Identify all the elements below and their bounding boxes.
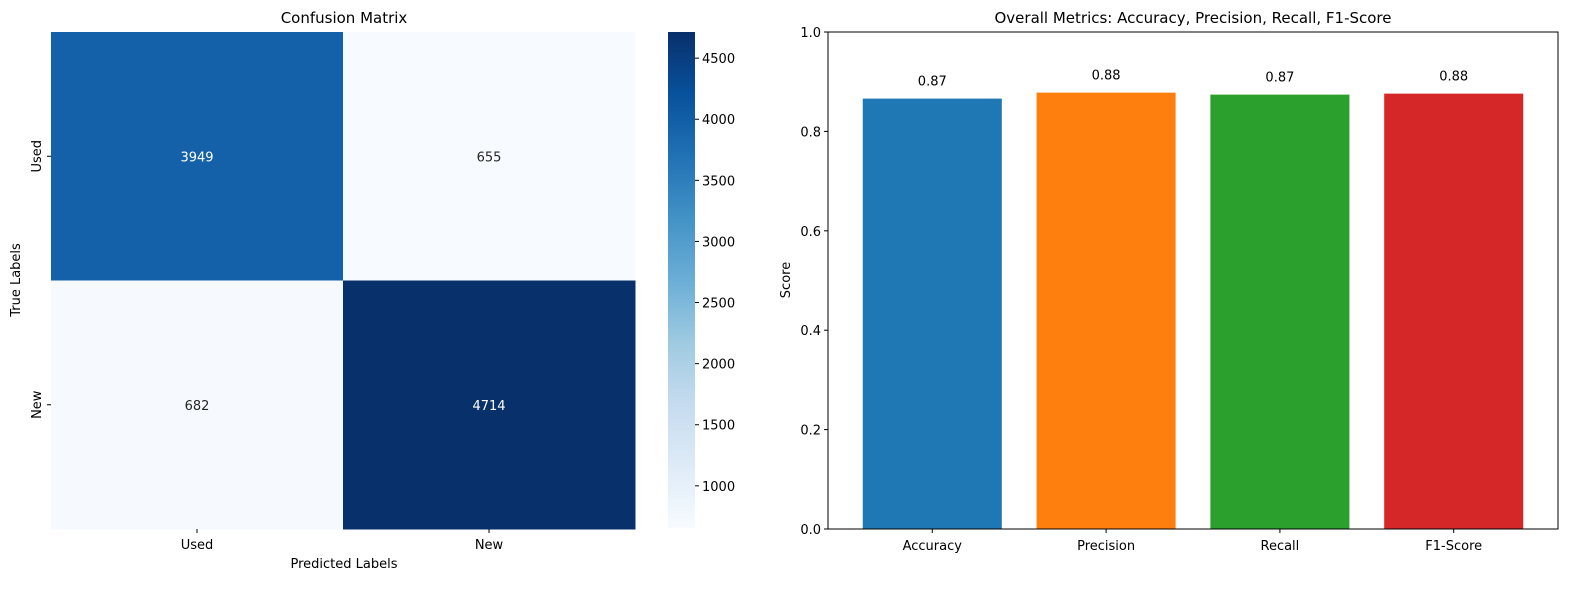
colorbar-tick-label: 4000 (702, 113, 735, 128)
bar-x-tick-label: Precision (1077, 539, 1135, 554)
heatmap-x-axis-label: Predicted Labels (290, 557, 397, 572)
bar-y-ticks: 0.0 0.2 0.4 0.6 0.8 1.0 (800, 26, 828, 538)
bar-recall (1210, 94, 1350, 529)
overall-metrics-panel: Overall Metrics: Accuracy, Precision, Re… (779, 9, 1559, 554)
bar-value-label: 0.87 (918, 75, 947, 90)
bar-x-tick-label: F1-Score (1425, 539, 1482, 554)
overall-metrics-title: Overall Metrics: Accuracy, Precision, Re… (994, 9, 1391, 27)
heatmap-cell (343, 32, 636, 281)
colorbar-tick-label: 4500 (702, 52, 735, 67)
heatmap-ticks: Used New Used New (30, 140, 504, 553)
bar-y-tick-label: 0.8 (800, 125, 821, 140)
colorbar-ticks: 1000 1500 2000 2500 3000 3500 4000 4500 (695, 52, 735, 495)
bar-value-label: 0.88 (1439, 70, 1468, 85)
heatmap-cell-value: 655 (477, 150, 502, 165)
bars: 0.87 0.88 0.87 0.88 (862, 69, 1524, 530)
colorbar-tick-label: 3000 (702, 235, 735, 250)
heatmap-x-tick-label: Used (181, 538, 214, 553)
bar-x-tick-label: Accuracy (903, 539, 963, 554)
colorbar (668, 32, 695, 528)
bar-y-tick-label: 0.4 (800, 324, 821, 339)
heatmap-y-tick-label: Used (30, 140, 45, 173)
bar-axes-frame (827, 31, 1559, 530)
bar-y-tick-label: 0.2 (800, 424, 821, 439)
bar-value-label: 0.87 (1265, 71, 1294, 86)
heatmap-cell (343, 280, 636, 530)
bar-f1-score (1384, 93, 1524, 530)
heatmap-cell-value: 3949 (180, 150, 213, 165)
bar-x-tick-label: Recall (1261, 539, 1300, 554)
heatmap-cell (51, 32, 344, 281)
heatmap-y-axis-label: True Labels (9, 243, 24, 318)
heatmap-cell-value: 682 (185, 399, 210, 414)
bar-y-tick-label: 1.0 (800, 26, 821, 41)
bar-y-axis-label: Score (779, 262, 794, 298)
bar-accuracy (862, 98, 1002, 530)
heatmap-y-tick-label: New (30, 390, 45, 419)
bar-precision (1036, 92, 1176, 529)
heatmap-x-tick-label: New (475, 538, 504, 553)
bar-y-tick-label: 0.0 (800, 523, 821, 538)
heatmap-cells: 3949 655 682 4714 (51, 32, 636, 530)
bar-x-ticks: Accuracy Precision Recall F1-Score (903, 529, 1482, 554)
colorbar-tick-label: 1500 (702, 419, 735, 434)
bar-value-label: 0.88 (1092, 69, 1121, 84)
colorbar-tick-label: 1000 (702, 480, 735, 495)
colorbar-tick-label: 2500 (702, 297, 735, 312)
colorbar-tick-label: 2000 (702, 358, 735, 373)
bar-y-tick-label: 0.6 (800, 225, 821, 240)
colorbar-tick-label: 3500 (702, 174, 735, 189)
confusion-matrix-title: Confusion Matrix (281, 9, 408, 27)
heatmap-cell (51, 280, 344, 530)
heatmap-cell-value: 4714 (472, 399, 505, 414)
